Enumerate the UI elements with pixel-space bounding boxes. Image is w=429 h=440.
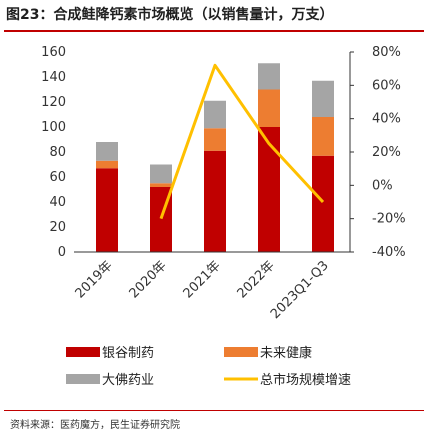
- bar-银谷制药: [204, 150, 226, 252]
- legend-swatch: [66, 374, 100, 384]
- title-underline: [4, 30, 424, 32]
- bar-银谷制药: [96, 168, 118, 252]
- left-tick-label: 160: [41, 45, 66, 60]
- legend-swatch: [66, 347, 100, 357]
- x-tick-label: 2021年: [181, 258, 224, 301]
- bar-银谷制药: [258, 127, 280, 252]
- right-tick-label: 40%: [372, 112, 401, 127]
- bars: [96, 63, 334, 252]
- bar-大佛药业: [258, 63, 280, 90]
- left-tick-label: 100: [41, 120, 66, 135]
- bar-未来健康: [150, 183, 172, 187]
- left-tick-label: 40: [49, 195, 66, 210]
- x-tick-label: 2023Q1-Q3: [268, 258, 332, 322]
- bar-大佛药业: [96, 142, 118, 161]
- legend-label: 银谷制药: [102, 346, 154, 361]
- right-axis: -40% -20% 0% 20% 40% 60% 80%: [350, 45, 406, 260]
- legend-label: 总市场规模增速: [260, 372, 351, 388]
- left-tick-label: 20: [49, 220, 66, 235]
- x-tick-label: 2022年: [235, 258, 278, 301]
- legend-label: 大佛药业: [102, 373, 154, 388]
- bar-未来健康: [258, 89, 280, 127]
- x-tick-label: 2020年: [127, 258, 170, 301]
- right-tick-label: 0%: [372, 178, 393, 193]
- left-tick-label: 60: [49, 170, 66, 185]
- x-tick-label: 2019年: [73, 258, 116, 301]
- bar-未来健康: [96, 160, 118, 169]
- chart-title: 图23：合成鲑降钙素市场概览（以销售量计，万支）: [6, 7, 334, 23]
- right-tick-label: 20%: [372, 145, 401, 160]
- left-tick-label: 140: [41, 70, 66, 85]
- bar-大佛药业: [312, 80, 334, 117]
- right-tick-label: 60%: [372, 78, 401, 93]
- right-tick-label: -40%: [372, 245, 406, 260]
- source-rule: [4, 410, 424, 411]
- source-note: 资料来源：医药魔方，民生证券研究院: [10, 420, 180, 431]
- left-tick-label: 120: [41, 95, 66, 110]
- stacked-bar-line-chart: 0 20 40 60 80 100 120 140 160 -40% -20% 0% 20% 40% 60…: [41, 45, 406, 388]
- left-axis: 0 20 40 60 80 100 120 140 160: [41, 45, 66, 260]
- bar-大佛药业: [150, 164, 172, 184]
- right-tick-label: 80%: [372, 45, 401, 60]
- legend-swatch: [224, 347, 258, 357]
- bar-未来健康: [312, 117, 334, 156]
- left-tick-label: 80: [49, 145, 66, 160]
- bar-未来健康: [204, 128, 226, 151]
- growth-line: [159, 63, 325, 220]
- bar-银谷制药: [312, 155, 334, 252]
- left-tick-label: 0: [58, 245, 66, 260]
- right-tick-label: -20%: [372, 212, 406, 227]
- legend-label: 未来健康: [260, 345, 312, 361]
- bar-大佛药业: [204, 100, 226, 129]
